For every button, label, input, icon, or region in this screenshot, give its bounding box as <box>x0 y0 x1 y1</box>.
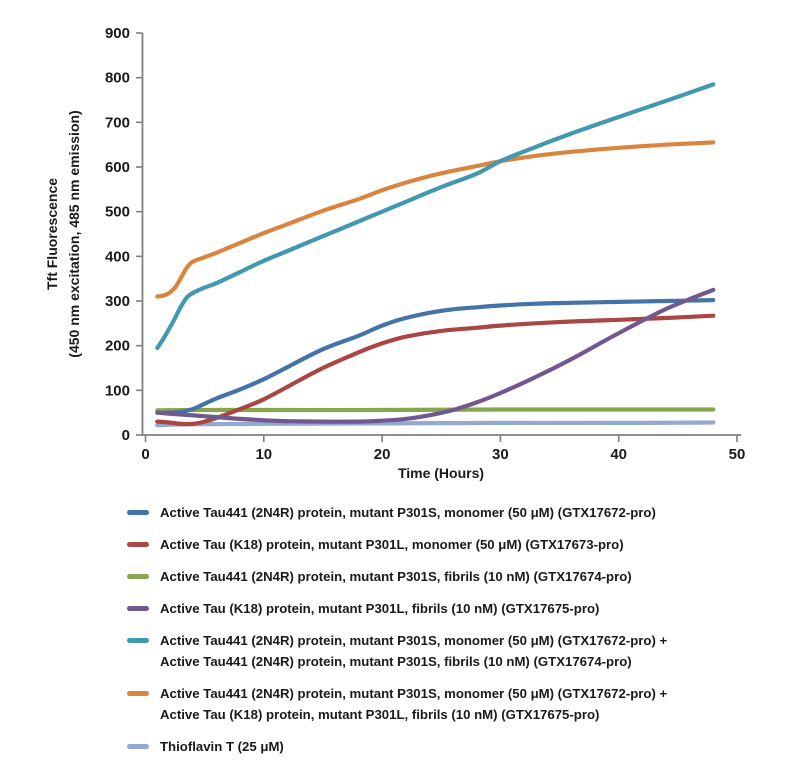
legend-item: Active Tau (K18) protein, mutant P301L, … <box>127 598 797 619</box>
legend: Active Tau441 (2N4R) protein, mutant P30… <box>127 502 797 768</box>
legend-swatch <box>127 606 149 611</box>
series-lines <box>155 82 716 428</box>
x-tick-label: 40 <box>610 446 627 463</box>
y-tick-label: 400 <box>105 248 130 265</box>
series-line <box>155 313 716 427</box>
legend-label: Active Tau441 (2N4R) protein, mutant P30… <box>160 569 632 584</box>
x-tick-label: 0 <box>141 446 149 463</box>
x-tick-label: 10 <box>255 446 272 463</box>
legend-label: Thioflavin T (25 μM) <box>160 739 284 754</box>
legend-swatch <box>127 510 149 515</box>
legend-item: Active Tau (K18) protein, mutant P301L, … <box>127 534 797 555</box>
legend-swatch <box>127 691 149 696</box>
y-tick-label: 900 <box>105 25 130 42</box>
y-tick-label: 600 <box>105 159 130 176</box>
legend-label: Active Tau (K18) protein, mutant P301L, … <box>160 537 624 552</box>
legend-label: Active Tau441 (2N4R) protein, mutant P30… <box>160 686 668 722</box>
y-tick-label: 800 <box>105 70 130 87</box>
y-tick-label: 500 <box>105 204 130 221</box>
legend-swatch <box>127 574 149 579</box>
series-line <box>155 82 716 350</box>
y-tick-label: 0 <box>122 427 130 444</box>
series-line <box>155 407 716 413</box>
legend-item: Active Tau441 (2N4R) protein, mutant P30… <box>127 502 797 523</box>
legend-item: Active Tau441 (2N4R) protein, mutant P30… <box>127 630 797 672</box>
legend-item: Active Tau441 (2N4R) protein, mutant P30… <box>127 566 797 587</box>
legend-swatch <box>127 542 149 547</box>
chart-area: Tft Fluorescence (450 nm excitation, 485… <box>44 25 745 481</box>
series-line <box>155 298 716 415</box>
series-line <box>155 140 716 299</box>
y-tick-label: 300 <box>105 293 130 310</box>
series-line <box>155 420 716 428</box>
axis-lines <box>141 33 741 436</box>
series-line <box>155 287 716 424</box>
y-tick-label: 700 <box>105 114 130 131</box>
legend-label: Active Tau441 (2N4R) protein, mutant P30… <box>160 633 668 669</box>
legend-item: Active Tau441 (2N4R) protein, mutant P30… <box>127 683 797 725</box>
legend-label: Active Tau (K18) protein, mutant P301L, … <box>160 601 600 616</box>
x-tick-label: 50 <box>729 446 746 463</box>
legend-swatch <box>127 638 149 643</box>
y-tick-label: 100 <box>105 382 130 399</box>
y-axis-title-line1: Tft Fluorescence <box>44 178 60 290</box>
axes: 0 100 200 300 400 500 600 700 800 900 0 10 20 30 40 50 <box>105 25 745 463</box>
legend-item: Thioflavin T (25 μM) <box>127 736 797 757</box>
legend-swatch <box>127 744 149 749</box>
x-axis-title: Time (Hours) <box>398 465 484 481</box>
x-tick-label: 30 <box>492 446 509 463</box>
y-axis-title-line2: (450 nm excitation, 485 nm emission) <box>66 110 82 357</box>
chart-canvas: Tft Fluorescence (450 nm excitation, 485… <box>44 25 745 481</box>
y-tick-label: 200 <box>105 338 130 355</box>
x-tick-label: 20 <box>374 446 391 463</box>
legend-label: Active Tau441 (2N4R) protein, mutant P30… <box>160 505 656 520</box>
